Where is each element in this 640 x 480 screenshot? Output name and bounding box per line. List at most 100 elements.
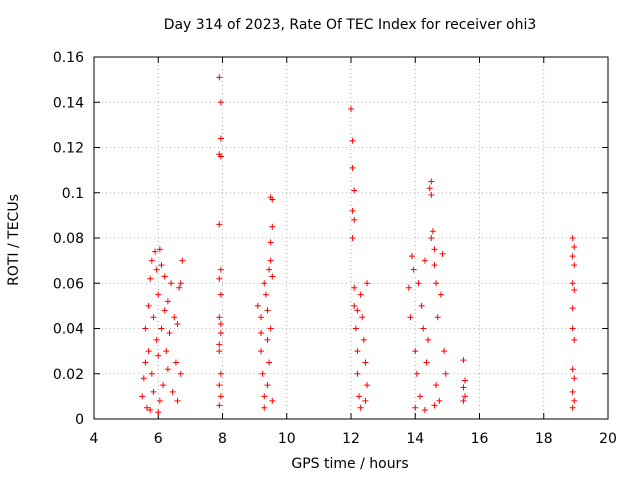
- data-point: [407, 314, 414, 321]
- y-tick-label: 0: [75, 412, 84, 428]
- y-axis-label: ROTI / TECUs: [6, 194, 22, 286]
- data-point: [431, 246, 438, 253]
- y-tick-label: 0.16: [53, 50, 84, 66]
- data-point: [176, 284, 183, 291]
- data-point: [266, 359, 273, 366]
- data-point: [571, 244, 578, 251]
- data-point: [434, 314, 441, 321]
- data-point: [155, 291, 162, 298]
- data-point: [156, 397, 163, 404]
- data-point: [217, 99, 224, 106]
- data-point: [177, 280, 184, 287]
- data-point: [360, 336, 367, 343]
- data-point: [153, 336, 160, 343]
- data-point: [351, 216, 358, 223]
- data-point: [409, 253, 416, 260]
- data-point: [354, 370, 361, 377]
- data-point: [569, 404, 576, 411]
- data-point: [460, 397, 467, 404]
- y-tick-label: 0.04: [53, 322, 84, 338]
- data-point: [147, 275, 154, 282]
- data-point: [357, 291, 364, 298]
- data-point: [439, 250, 446, 257]
- y-tick-label: 0.12: [53, 141, 84, 157]
- data-point: [217, 135, 224, 142]
- data-point: [460, 357, 467, 364]
- data-point: [462, 393, 469, 400]
- data-point: [421, 406, 428, 413]
- data-point: [269, 196, 276, 203]
- data-point: [158, 262, 165, 269]
- data-point: [161, 307, 168, 314]
- data-point: [216, 74, 223, 81]
- data-point: [571, 287, 578, 294]
- data-point: [177, 370, 184, 377]
- data-point: [413, 370, 420, 377]
- data-point: [216, 275, 223, 282]
- data-point: [261, 393, 268, 400]
- data-point: [216, 314, 223, 321]
- data-point: [145, 348, 152, 355]
- data-point: [217, 393, 224, 400]
- x-tick-label: 14: [406, 431, 424, 447]
- data-point: [269, 397, 276, 404]
- data-point: [415, 280, 422, 287]
- data-point: [460, 384, 467, 391]
- data-point: [349, 164, 356, 171]
- data-point: [433, 382, 440, 389]
- data-point: [262, 291, 269, 298]
- data-point: [264, 307, 271, 314]
- data-point: [431, 402, 438, 409]
- data-point: [267, 325, 274, 332]
- data-point: [410, 266, 417, 273]
- data-point: [266, 266, 273, 273]
- data-point: [217, 291, 224, 298]
- data-point: [261, 280, 268, 287]
- data-point: [569, 280, 576, 287]
- data-point: [351, 284, 358, 291]
- data-point: [217, 266, 224, 273]
- data-point: [437, 291, 444, 298]
- data-point: [462, 377, 469, 384]
- data-point: [142, 325, 149, 332]
- data-point: [433, 280, 440, 287]
- data-point: [269, 223, 276, 230]
- y-tick-label: 0.08: [53, 231, 84, 247]
- data-point: [172, 359, 179, 366]
- y-tick-label: 0.02: [53, 367, 84, 383]
- data-point: [364, 280, 371, 287]
- data-point: [258, 348, 265, 355]
- data-point: [569, 325, 576, 332]
- data-point: [161, 273, 168, 280]
- data-point: [148, 257, 155, 264]
- grid-lines: [94, 57, 608, 419]
- y-tick-label: 0.14: [53, 95, 84, 111]
- data-point: [155, 409, 162, 416]
- data-point: [425, 336, 432, 343]
- data-point: [426, 185, 433, 192]
- data-point: [216, 382, 223, 389]
- data-point: [156, 246, 163, 253]
- data-point: [357, 404, 364, 411]
- data-point: [140, 375, 147, 382]
- data-point: [412, 404, 419, 411]
- data-point: [164, 298, 171, 305]
- data-point: [166, 330, 173, 337]
- data-point: [428, 192, 435, 199]
- data-point: [150, 314, 157, 321]
- data-point: [349, 235, 356, 241]
- data-point: [354, 348, 361, 355]
- data-point: [569, 253, 576, 260]
- data-point: [351, 302, 358, 309]
- data-point: [359, 314, 366, 321]
- data-point: [351, 187, 358, 194]
- data-point: [169, 388, 176, 395]
- data-point: [354, 307, 361, 314]
- x-axis-label: GPS time / hours: [291, 456, 409, 472]
- data-point: [147, 406, 154, 413]
- data-point: [254, 302, 261, 309]
- data-point: [216, 221, 223, 228]
- data-point: [421, 257, 428, 264]
- x-tick-label: 18: [535, 431, 553, 447]
- data-point: [362, 397, 369, 404]
